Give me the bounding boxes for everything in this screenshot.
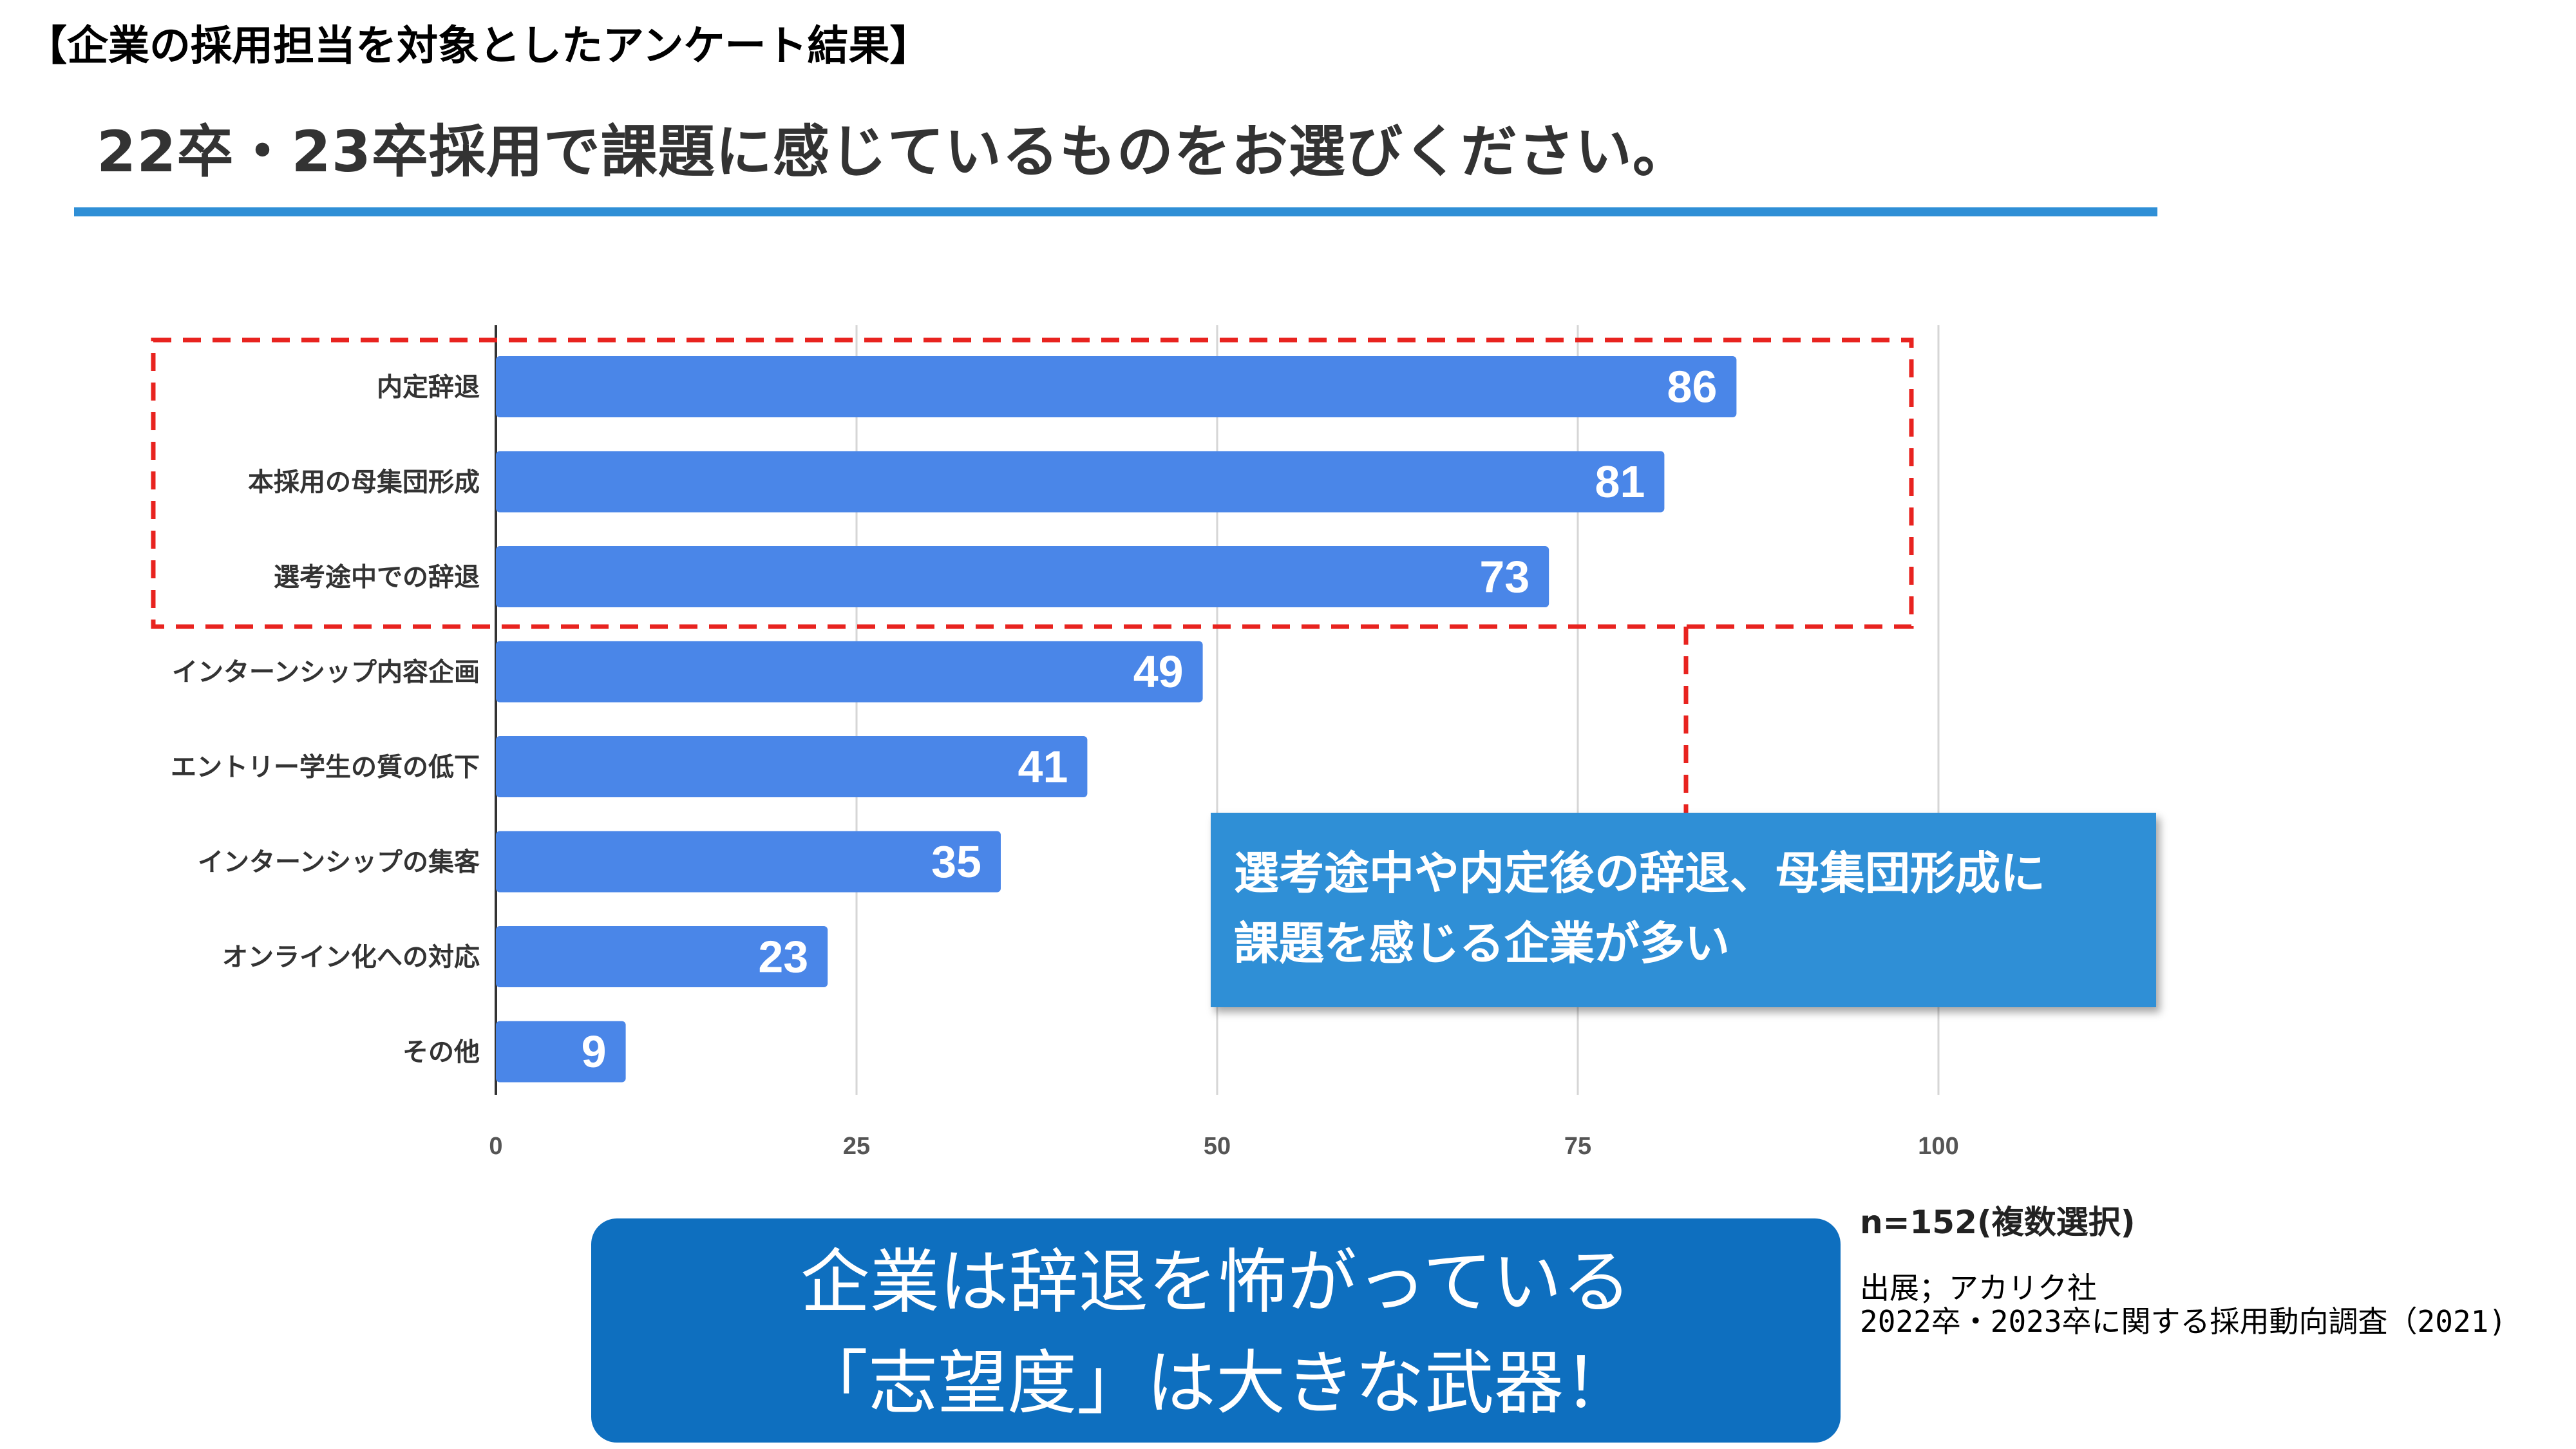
- survey-header-label: 【企業の採用担当を対象としたアンケート結果】: [26, 23, 931, 70]
- bar: [496, 546, 1549, 607]
- callout-box: 選考途中や内定後の辞退、母集団形成に 課題を感じる企業が多い: [1211, 813, 2156, 1007]
- bar-value-label: 41: [1018, 742, 1068, 792]
- x-tick-label: 100: [1918, 1133, 1958, 1160]
- bar: [496, 356, 1737, 417]
- takeaway-box: 企業は辞退を怖がっている 「志望度」は大きな武器！: [591, 1218, 1841, 1443]
- bar: [496, 736, 1088, 797]
- category-label: その他: [402, 1037, 480, 1067]
- bar-value-label: 49: [1133, 647, 1184, 697]
- bar-value-label: 35: [931, 837, 981, 887]
- x-tick-label: 50: [1204, 1133, 1231, 1160]
- category-label: 本採用の母集団形成: [248, 468, 480, 497]
- source-note: 出展；アカリク社 2022卒・2023卒に関する採用動向調査（2021): [1860, 1271, 2507, 1339]
- bar: [496, 1021, 626, 1083]
- category-label: インターンシップの集客: [198, 848, 480, 877]
- bar-value-label: 9: [582, 1027, 607, 1077]
- category-label: 選考途中での辞退: [274, 563, 480, 592]
- callout-line-2: 課題を感じる企業が多い: [1234, 916, 1730, 970]
- category-label: エントリー学生の質の低下: [171, 753, 480, 782]
- category-label: 内定辞退: [377, 373, 480, 402]
- bar: [496, 451, 1665, 513]
- bar: [496, 641, 1203, 703]
- x-tick-label: 0: [489, 1133, 502, 1160]
- highlight-dashed-box: [151, 337, 1914, 629]
- x-tick-label: 75: [1564, 1133, 1591, 1160]
- bar-value-label: 86: [1667, 362, 1718, 412]
- title-underline: [74, 207, 2157, 216]
- takeaway-line-1: 企業は辞退を怖がっている: [800, 1242, 1632, 1323]
- bar-value-label: 81: [1595, 457, 1645, 507]
- chart-title: 22卒・23卒採用で課題に感じているものをお選びください。: [97, 118, 1690, 185]
- bar: [496, 831, 1001, 893]
- source-line-2: 2022卒・2023卒に関する採用動向調査（2021): [1860, 1303, 2507, 1339]
- bar-value-label: 23: [758, 932, 808, 982]
- bar-value-label: 73: [1479, 552, 1530, 602]
- x-tick-label: 25: [843, 1133, 870, 1160]
- category-label: インターンシップ内容企画: [172, 658, 480, 687]
- source-line-1: 出展；アカリク社: [1860, 1271, 2097, 1305]
- bar: [496, 926, 828, 987]
- takeaway-line-2: 「志望度」は大きな武器！: [798, 1343, 1633, 1424]
- sample-size-note: n=152(複数選択): [1860, 1204, 2136, 1241]
- category-label: オンライン化への対応: [222, 943, 480, 972]
- callout-line-1: 選考途中や内定後の辞退、母集団形成に: [1234, 847, 2045, 900]
